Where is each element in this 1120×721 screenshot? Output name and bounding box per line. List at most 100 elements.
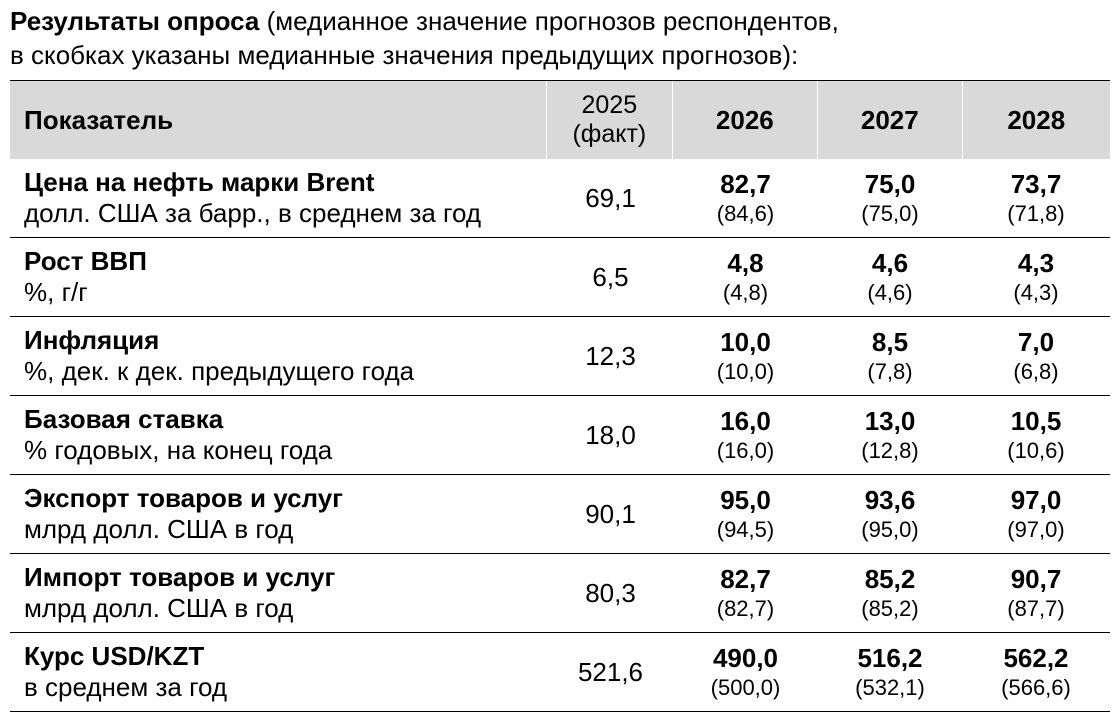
row-title: Рост ВВП (24, 246, 147, 276)
forecast-value: 8,5 (871, 326, 909, 357)
previous-forecast-value: (95,0) (861, 516, 919, 542)
forecast-table: Показатель 2025 (факт) 2026 2027 2028 Це… (10, 80, 1110, 712)
forecast-cell-2028: 7,0 (6,8) (962, 317, 1110, 395)
table-row: Рост ВВП%, г/г 6,5 4,8 (4,8) 4,6 (4,6) 4,3 (4,3… (10, 238, 1110, 317)
table-body: Цена на нефть марки Brent долл. США за ба… (10, 159, 1110, 712)
forecast-cell-2027: 13,0 (12,8) (818, 396, 962, 474)
caption-line-1: Результаты опроса (медианное значение пр… (10, 4, 1110, 38)
previous-forecast-value: (12,8) (861, 437, 919, 463)
row-title: Базовая ставка (24, 404, 224, 434)
forecast-cell-2026: 16,0 (16,0) (673, 396, 818, 474)
table-row: Базовая ставка% годовых, на конец года 18… (10, 396, 1110, 475)
forecast-value: 10,5 (1010, 405, 1062, 436)
forecast-value: 10,0 (720, 326, 771, 357)
forecast-cell-2027: 8,5 (7,8) (818, 317, 962, 395)
previous-forecast-value: (6,8) (1013, 358, 1059, 384)
fact-value: 80,3 (585, 577, 636, 608)
forecast-value: 82,7 (720, 563, 771, 594)
forecast-cell-2027: 93,6 (95,0) (818, 475, 962, 553)
previous-forecast-value: (84,6) (716, 200, 775, 226)
row-label: Базовая ставка% годовых, на конец года (10, 396, 548, 474)
header-fact-year: 2025 (581, 91, 638, 119)
row-fact-cell: 80,3 (548, 554, 673, 632)
previous-forecast-value: (4,6) (867, 279, 913, 305)
previous-forecast-value: (4,3) (1013, 279, 1059, 305)
table-row: Экспорт товаров и услуг млрд долл. США в … (10, 475, 1110, 554)
forecast-cell-2026: 82,7 (84,6) (673, 159, 818, 237)
previous-forecast-value: (16,0) (716, 437, 775, 463)
row-label: Экспорт товаров и услуг млрд долл. США в … (10, 475, 548, 553)
row-fact-cell: 6,5 (548, 238, 673, 316)
header-indicator: Показатель (24, 104, 174, 135)
previous-forecast-value: (87,7) (1007, 595, 1065, 621)
header-year-label: 2027 (860, 104, 919, 135)
header-year-label: 2026 (715, 104, 774, 135)
forecast-value: 13,0 (864, 405, 916, 436)
forecast-value: 93,6 (864, 484, 916, 515)
header-year-2027: 2027 (817, 81, 961, 159)
forecast-value: 82,7 (720, 168, 771, 199)
row-title: Цена на нефть марки Brent (24, 167, 375, 197)
row-label: Инфляция%, дек. к дек. предыдущего года (10, 317, 548, 395)
forecast-cell-2026: 490,0 (500,0) (673, 633, 818, 711)
header-year-2028: 2028 (961, 81, 1110, 159)
forecast-cell-2027: 85,2 (85,2) (818, 554, 962, 632)
forecast-cell-2027: 516,2 (532,1) (818, 633, 962, 711)
row-fact-cell: 18,0 (548, 396, 673, 474)
row-title: Импорт товаров и услуг (24, 562, 336, 592)
previous-forecast-value: (10,6) (1007, 437, 1065, 463)
row-title: Инфляция (24, 325, 160, 355)
previous-forecast-value: (82,7) (716, 595, 775, 621)
forecast-cell-2028: 4,3 (4,3) (962, 238, 1110, 316)
header-year-2026: 2026 (671, 81, 817, 159)
caption-title: Результаты опроса (10, 6, 260, 36)
row-unit: долл. США за барр., в среднем за год (24, 198, 482, 228)
forecast-value: 4,8 (727, 247, 764, 278)
previous-forecast-value: (71,8) (1007, 200, 1065, 226)
row-unit: % годовых, на конец года (24, 435, 333, 465)
forecast-value: 4,3 (1017, 247, 1055, 278)
previous-forecast-value: (10,0) (716, 358, 775, 384)
header-fact: 2025 (факт) (546, 81, 672, 159)
previous-forecast-value: (85,2) (861, 595, 919, 621)
forecast-value: 16,0 (720, 405, 771, 436)
table-row: Курс USD/KZT в среднем за год 521,6 490,0 (5… (10, 633, 1110, 712)
row-label: Курс USD/KZT в среднем за год (10, 633, 548, 711)
row-unit: млрд долл. США в год (24, 593, 294, 623)
survey-caption: Результаты опроса (медианное значение пр… (10, 4, 1110, 72)
header-fact-note: (факт) (572, 120, 647, 148)
previous-forecast-value: (94,5) (716, 516, 775, 542)
forecast-value: 562,2 (1003, 642, 1069, 673)
fact-value: 521,6 (577, 656, 644, 687)
row-fact-cell: 521,6 (548, 633, 673, 711)
row-label: Рост ВВП%, г/г (10, 238, 548, 316)
row-title: Курс USD/KZT (24, 641, 205, 671)
forecast-cell-2028: 97,0 (97,0) (962, 475, 1110, 553)
forecast-cell-2026: 82,7 (82,7) (673, 554, 818, 632)
row-fact-cell: 90,1 (548, 475, 673, 553)
previous-forecast-value: (75,0) (861, 200, 919, 226)
forecast-cell-2026: 95,0 (94,5) (673, 475, 818, 553)
row-unit: млрд долл. США в год (24, 514, 294, 544)
previous-forecast-value: (500,0) (710, 674, 781, 700)
row-fact-cell: 69,1 (548, 159, 673, 237)
forecast-value: 490,0 (712, 642, 779, 673)
previous-forecast-value: (532,1) (855, 674, 925, 700)
row-label: Импорт товаров и услуг млрд долл. США в г… (10, 554, 548, 632)
row-unit: в среднем за год (24, 672, 228, 702)
previous-forecast-value: (566,6) (1001, 674, 1071, 700)
fact-value: 90,1 (585, 498, 636, 529)
previous-forecast-value: (4,8) (722, 279, 769, 305)
forecast-value: 90,7 (1010, 563, 1062, 594)
caption-description: (медианное значение прогнозов респондент… (259, 6, 839, 36)
caption-line-2: в скобках указаны медианные значения пре… (10, 40, 799, 70)
fact-value: 6,5 (592, 261, 629, 292)
forecast-value: 97,0 (1010, 484, 1062, 515)
forecast-value: 85,2 (864, 563, 916, 594)
fact-value: 18,0 (585, 419, 636, 450)
forecast-value: 4,6 (871, 247, 909, 278)
forecast-cell-2027: 75,0 (75,0) (818, 159, 962, 237)
table-row: Цена на нефть марки Brent долл. США за ба… (10, 159, 1110, 238)
table-row: Инфляция%, дек. к дек. предыдущего года 1… (10, 317, 1110, 396)
forecast-value: 73,7 (1010, 168, 1062, 199)
